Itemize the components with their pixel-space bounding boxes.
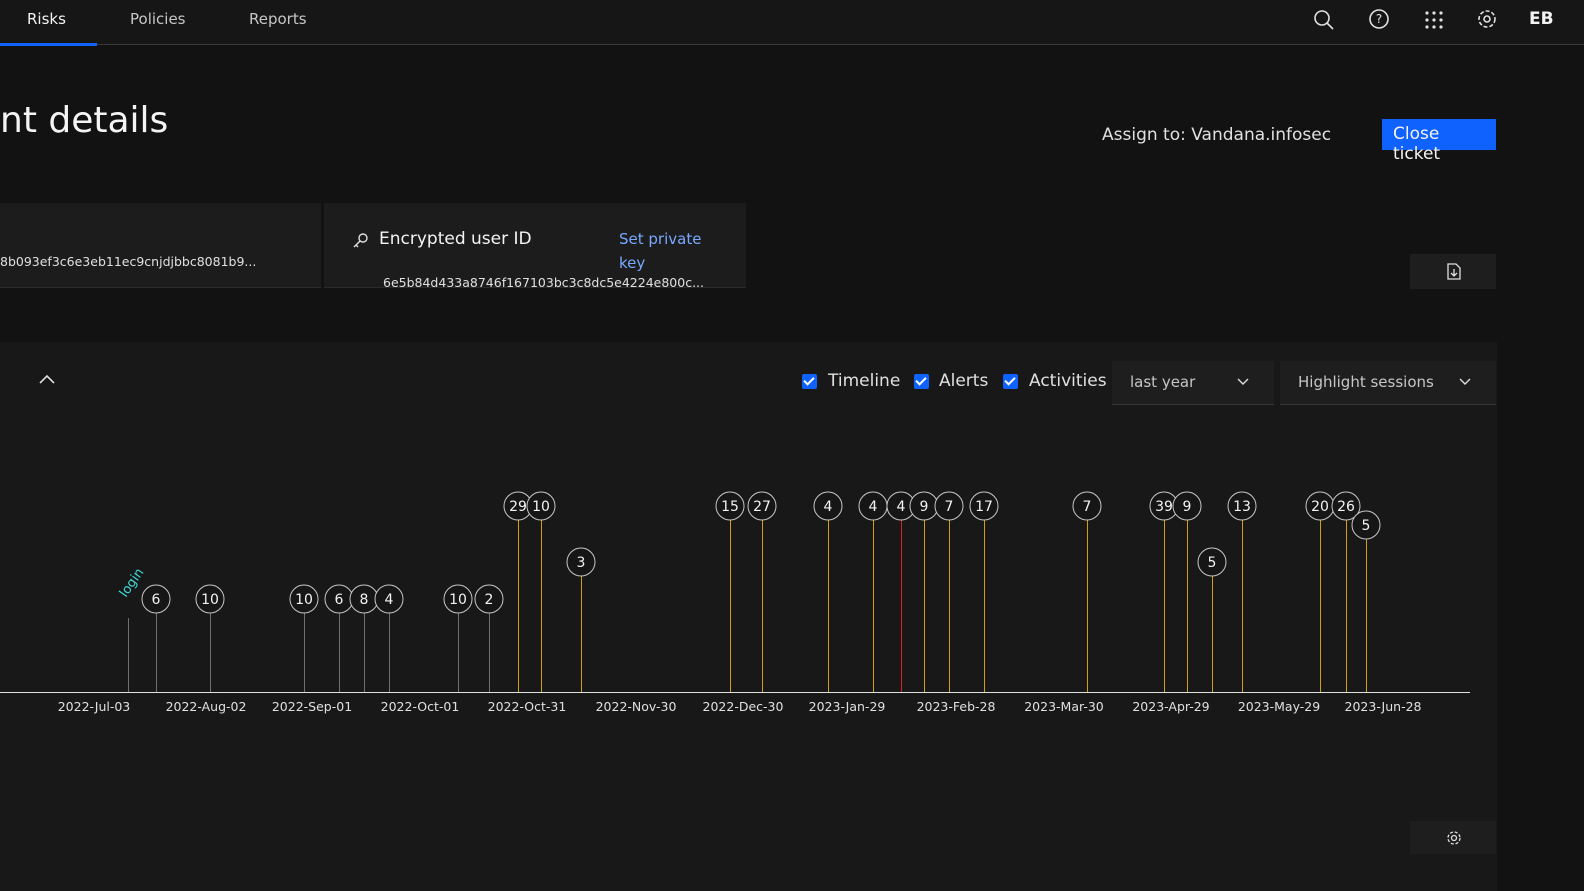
search-icon[interactable] [1314, 10, 1334, 30]
tab[interactable]: Reports [249, 10, 307, 28]
card: 8b093ef3c6e3eb11ec9cnjdjbbc8081b9... [0, 203, 321, 288]
range-dropdown[interactable]: last year [1112, 361, 1274, 405]
assign-label[interactable]: Assign to: Vandana.infosec [1102, 125, 1332, 145]
settings-icon[interactable] [1478, 10, 1496, 28]
card-value: 6e5b84d433a8746f167103bc3c8dc5e4224e800c… [383, 275, 705, 290]
dropdown-value: Highlight sessions [1298, 373, 1434, 391]
tab-indicator [0, 43, 97, 46]
checkbox-label[interactable]: Timeline [828, 371, 901, 391]
nav-icons: ? [1314, 9, 1496, 30]
tab[interactable]: Policies [130, 10, 186, 28]
export-button[interactable] [1410, 254, 1496, 289]
checkbox[interactable] [914, 374, 929, 389]
dropdown-value: last year [1130, 373, 1196, 391]
avatar[interactable]: EB [1529, 9, 1554, 29]
checkbox[interactable] [802, 374, 817, 389]
close-ticket-button[interactable]: Close ticket [1382, 119, 1496, 164]
settings-icon [1447, 831, 1461, 845]
svg-text:?: ? [1376, 12, 1382, 26]
card-value: 8b093ef3c6e3eb11ec9cnjdjbbc8081b9... [0, 254, 257, 269]
help-icon[interactable]: ? [1369, 9, 1389, 29]
chevron [1459, 378, 1471, 385]
checkbox-label[interactable]: Alerts [939, 371, 989, 391]
collapse-icon[interactable] [38, 372, 56, 386]
tab[interactable]: Risks [27, 10, 66, 28]
highlight-dropdown[interactable]: Highlight sessions [1280, 361, 1496, 405]
key-icon [353, 233, 368, 248]
checkbox-label[interactable]: Activities [1029, 371, 1107, 391]
checkbox[interactable] [1003, 374, 1018, 389]
settings-button[interactable] [1410, 821, 1496, 854]
chevron [1237, 378, 1249, 385]
timeline-panel [0, 342, 1497, 891]
card-title: Encrypted user ID [379, 229, 532, 249]
export-icon [1447, 263, 1461, 280]
page-title: nt details [0, 100, 169, 141]
card: Encrypted user ID Set private key 6e5b84… [324, 203, 746, 290]
apps-icon[interactable] [1425, 11, 1443, 29]
top-nav: Risks Policies Reports ? EB [0, 0, 1584, 46]
set-key-link[interactable]: Set private key [619, 230, 702, 272]
